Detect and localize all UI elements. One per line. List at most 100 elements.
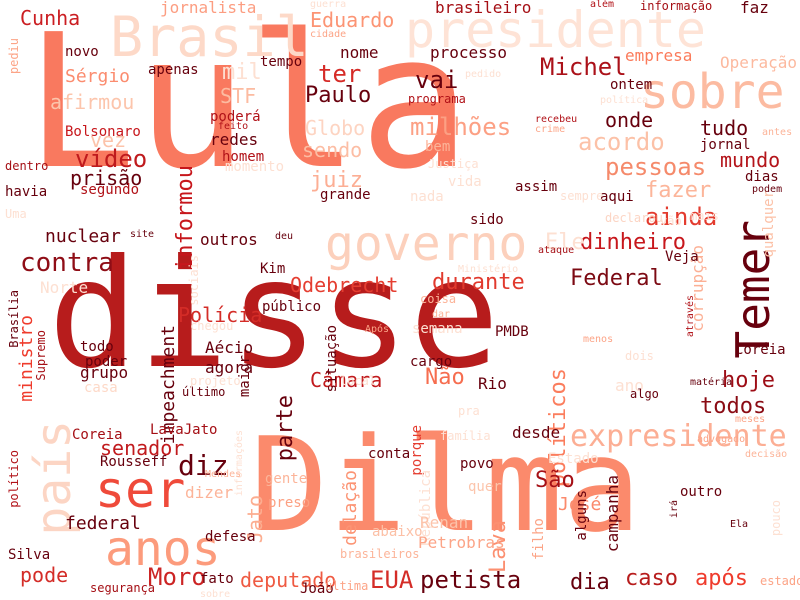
word-cloud-word: matéria (690, 377, 733, 388)
word-cloud-word: defesa (205, 529, 256, 545)
word-cloud-word: Lula (25, 0, 471, 210)
word-cloud-word: conta (368, 446, 411, 462)
word-cloud-word: sido (470, 212, 504, 228)
word-cloud-word: advogado (697, 434, 746, 445)
word-cloud-word: vai (415, 66, 459, 94)
word-cloud-word: mais (690, 209, 719, 223)
word-cloud-word: guerra (310, 0, 347, 10)
word-cloud-word: bem (425, 139, 451, 155)
word-cloud-word: campanha (603, 475, 622, 553)
word-cloud-word: sendo (302, 138, 363, 162)
word-cloud-word: site (130, 229, 155, 240)
word-cloud-word: onde (605, 108, 654, 132)
word-cloud-word: sobre (640, 64, 785, 120)
word-cloud-word: dias (745, 169, 779, 185)
word-cloud-word: menos (583, 334, 614, 345)
word-cloud-word: informação (640, 0, 713, 13)
word-cloud-word: pedido (465, 69, 502, 80)
word-cloud-word: Odebrecht (290, 273, 399, 297)
word-cloud-word: informações (234, 430, 245, 497)
word-cloud-word: jornal (700, 137, 751, 153)
word-cloud-word: expresidente (570, 419, 787, 454)
word-cloud-word: ontem (610, 77, 653, 93)
word-cloud-word: Mendes (205, 469, 242, 480)
word-cloud-word: caso (625, 566, 678, 591)
word-cloud-word: povo (460, 456, 494, 472)
word-cloud-word: fato (200, 571, 234, 587)
word-cloud-word: projeto (190, 374, 241, 388)
word-cloud-word: recebeu (535, 114, 578, 125)
word-cloud-word: após (695, 566, 748, 591)
word-cloud-word: Bolsonaro (65, 124, 141, 140)
word-cloud-word: todos (700, 394, 767, 419)
word-cloud-word: presidente (405, 1, 707, 59)
word-cloud-word: Brasília (7, 290, 21, 348)
word-cloud-word: situação (324, 325, 340, 393)
word-cloud-word: Dilma (250, 409, 642, 561)
word-cloud-word: dar (432, 309, 451, 320)
word-cloud-word: STF (220, 84, 257, 108)
word-cloud-word: cidade (310, 29, 347, 40)
word-cloud-word: público (262, 299, 322, 315)
word-cloud-word: Uma (5, 207, 27, 221)
word-cloud-word: porque (409, 425, 425, 476)
word-cloud-word: Rio (478, 374, 507, 393)
word-cloud-word: novo (65, 44, 99, 60)
word-cloud-word: política (600, 95, 649, 106)
word-cloud-word: filho (531, 518, 547, 561)
word-cloud-word: abaixo (372, 524, 423, 540)
word-cloud-word: ser (95, 461, 186, 519)
word-cloud-word: José (558, 494, 602, 515)
word-cloud-word: jornalista (160, 0, 257, 17)
word-cloud-word: vida (448, 174, 482, 190)
word-cloud-word: João (300, 581, 334, 597)
word-cloud-word: crime (535, 124, 566, 135)
word-cloud-word: casa (84, 380, 118, 396)
word-cloud-word: feito (218, 121, 249, 132)
word-cloud-word: estado (760, 574, 800, 588)
word-cloud-word: brasileiros (340, 547, 420, 561)
word-cloud-word: ainda (645, 203, 718, 231)
word-cloud-word: poder (85, 354, 128, 370)
word-cloud-word: tempo (260, 54, 303, 70)
word-cloud-word: político (7, 450, 21, 508)
word-cloud-word: Polícia (178, 303, 263, 327)
word-cloud-word: juiz (310, 168, 363, 193)
word-cloud-word: meses (735, 414, 766, 425)
word-cloud-word: irá (669, 500, 680, 519)
word-cloud-word: aqui (600, 189, 634, 205)
word-cloud-word: dentro (5, 159, 49, 173)
word-cloud-word: Renan (420, 513, 469, 532)
word-cloud-word: homem (222, 149, 265, 165)
word-cloud-word: sempre (560, 189, 604, 203)
word-cloud-word: vão (660, 214, 682, 228)
word-cloud-word: sociais (187, 255, 201, 306)
word-cloud-word: coisa (420, 292, 457, 306)
word-cloud-word: Eduardo (310, 8, 395, 32)
word-cloud-word: quer (468, 479, 502, 495)
word-cloud-word: dois (625, 349, 654, 363)
word-cloud-word: faz (740, 0, 769, 17)
word-cloud-word: último (182, 385, 226, 399)
word-cloud-word: Silva (8, 547, 51, 563)
word-cloud-word: tudo (700, 116, 749, 140)
word-cloud-word: Coréia (735, 342, 786, 358)
word-cloud-word: nuclear (45, 226, 121, 247)
word-cloud-word: Kim (260, 261, 286, 277)
word-cloud-word: processo (430, 43, 508, 62)
word-cloud-word: momento (225, 159, 285, 175)
word-cloud-word: acordo (578, 128, 665, 156)
word-cloud-word: fazer (645, 178, 712, 203)
word-cloud-word: Ministério (458, 264, 519, 275)
word-cloud-word: mundo (720, 148, 781, 172)
word-cloud-word: Operação (720, 53, 798, 72)
word-cloud-word: Cunha (20, 6, 81, 30)
word-cloud-word: anos (105, 521, 221, 577)
word-cloud-word: Brasil (110, 5, 309, 69)
word-cloud-word: semana (412, 321, 463, 337)
word-cloud-word: mil (222, 60, 262, 85)
word-cloud-word: chegou (190, 319, 234, 333)
word-cloud-word: nome (340, 43, 379, 62)
word-cloud-word: redes (210, 130, 259, 149)
